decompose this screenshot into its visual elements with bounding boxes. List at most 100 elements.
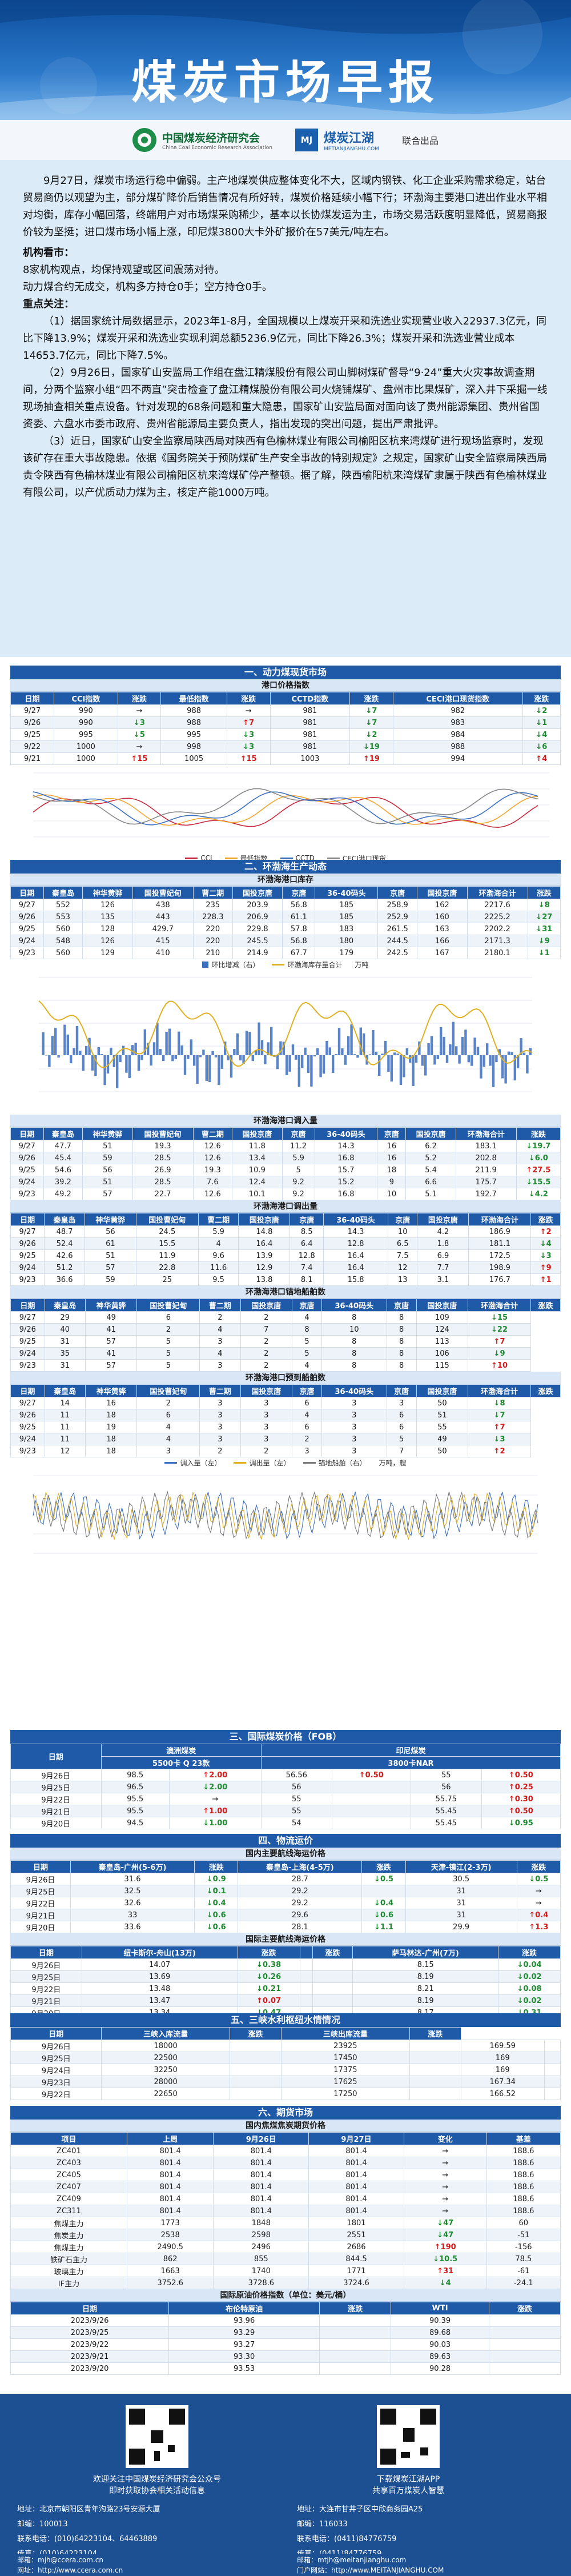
table-cell: 4 <box>292 1311 322 1324</box>
change-bar <box>79 1051 82 1055</box>
table-cell <box>229 2088 282 2100</box>
table-cell: 16.4 <box>323 1249 388 1262</box>
table-cell: 3728.6 <box>213 2277 309 2289</box>
table-cell: 801.4 <box>213 2157 309 2169</box>
table-cell: 245.5 <box>232 935 283 947</box>
change-bar <box>51 1036 54 1055</box>
table-cell: 981 <box>270 728 351 741</box>
column-header: 涨跌 <box>319 2302 392 2315</box>
table-cell: 28.5 <box>132 1152 194 1164</box>
table-cell: 9.5 <box>198 1273 239 1286</box>
table-cell: 2598 <box>213 2229 309 2241</box>
change-bar <box>399 1055 403 1085</box>
change-bar <box>297 1055 300 1087</box>
column-header: 涨跌 <box>409 2027 461 2040</box>
table-row: 铁矿石主力 862 855 844.5 ↓10.5 78.5 <box>10 2253 561 2265</box>
table-cell: 9月22日 <box>10 2088 102 2100</box>
table-cell: ↑2 <box>530 1225 561 1238</box>
table-cell: 115 <box>416 1359 469 1372</box>
table-cell: 9/26 <box>10 716 55 729</box>
change-bar <box>504 1055 507 1084</box>
table-cell: 36.6 <box>44 1273 85 1286</box>
column-header: 日期 <box>10 1127 44 1140</box>
table-row: 9/23 12 18 3 2 2 3 3 7 50 ↑2 <box>10 1445 561 1457</box>
table-row: 9月25日 32.5 ↓0.1 29.2 31 → <box>10 1885 561 1897</box>
table-cell: 6 <box>136 1311 200 1324</box>
table-cell: 57 <box>85 1335 138 1348</box>
table-cell: 163 <box>417 923 468 935</box>
change-bar <box>458 1055 461 1064</box>
table-cell <box>299 1994 313 2007</box>
table-cell: 801.4 <box>126 2157 214 2169</box>
table-cell: 9/26 <box>10 1323 45 1336</box>
change-bar <box>520 1038 522 1055</box>
mtjh-contact: 地址：大连市甘井子区中欣商务园A25 邮编：116033 联系电话：(0411)… <box>297 2479 560 2562</box>
table-row: 9/27 47.7 51 19.3 12.6 11.8 11.2 14.3 16 6.2 183.1… <box>10 1140 561 1152</box>
table-cell: 49 <box>85 1311 138 1324</box>
column-header: 日期 <box>10 886 44 899</box>
column-header: 涨跌 <box>226 692 271 705</box>
table-cell: ↓7 <box>349 704 393 717</box>
table-cell: ↓4 <box>403 2277 487 2289</box>
change-bar <box>260 1040 264 1055</box>
column-header: 日期 <box>10 2302 170 2315</box>
table-cell: → <box>226 704 271 717</box>
chart-unit: 万吨，艘 <box>379 1459 407 1467</box>
table-cell: 5 <box>292 1335 322 1348</box>
table-cell: 1005 <box>160 752 227 765</box>
table-cell: 17625 <box>281 2076 410 2088</box>
incoming-ships-table: 日期 秦皇岛 神华黄骅 国投曹妃甸 曹二期 国投京唐 京唐 36-40码头 京唐 国投京唐 环渤海合… <box>10 1384 561 1457</box>
table-cell: ZC311 <box>10 2205 127 2217</box>
mtjh-website[interactable]: 门户网站：http://www.MEITANJIANGHU.COM <box>297 2566 444 2574</box>
table-cell: 988 <box>160 704 227 717</box>
ccera-website[interactable]: 网址：http://www.ccera.com.cn <box>17 2566 123 2574</box>
summary-section: 9月27日，煤炭市场运行稳中偏弱。主产地煤炭供应整体变化不大，区域内钢铁、化工企… <box>0 160 571 657</box>
table-cell: 188.6 <box>486 2145 561 2157</box>
table-cell: 6 <box>136 1409 200 1421</box>
table-cell: 14.8 <box>238 1225 291 1238</box>
table-cell: 57 <box>85 1359 138 1372</box>
change-bar <box>449 1044 452 1055</box>
column-header: 涨跌 <box>312 1946 353 1959</box>
table-cell: 10.1 <box>232 1188 283 1200</box>
table-cell: 5 <box>136 1359 200 1372</box>
change-bar <box>137 1055 140 1071</box>
change-bar <box>412 1055 415 1086</box>
table-cell: 990 <box>54 716 118 729</box>
table-row: 9/27 552 126 438 235 203.9 56.8 185 258.9 162 2217… <box>10 899 561 911</box>
table-cell: 8.5 <box>289 1225 324 1238</box>
table-cell: 801.4 <box>213 2169 309 2181</box>
column-header: 秦皇岛 <box>43 1127 83 1140</box>
table-cell: ↑0.50 <box>481 1805 561 1817</box>
table-cell: 56.8 <box>282 935 316 947</box>
table-cell: 981 <box>270 740 351 753</box>
change-bar <box>110 1047 112 1055</box>
table-cell: 56.8 <box>282 899 316 911</box>
table-cell: 56.56 <box>260 1769 332 1781</box>
table-cell: ↓3 <box>530 1249 561 1262</box>
table-cell: 169 <box>460 2052 545 2064</box>
table-cell: 2023/9/26 <box>10 2314 170 2327</box>
table-cell: 984 <box>392 728 523 741</box>
table-cell: 9/21 <box>10 752 55 765</box>
table-cell: ↓0.1 <box>194 1885 239 1897</box>
section-subtitle: 港口价格指数 <box>10 679 561 692</box>
table-cell: 2551 <box>308 2229 404 2241</box>
column-header: 涨跌 <box>530 1384 561 1397</box>
table-cell: 78.5 <box>486 2253 561 2265</box>
column-header: 36-40码头 <box>321 1384 387 1397</box>
change-bar <box>205 1055 208 1081</box>
change-bar <box>193 1055 196 1066</box>
table-cell: ↓1 <box>527 947 561 959</box>
table-cell: 560 <box>43 947 83 959</box>
table-cell: ↓0.26 <box>237 1970 300 1983</box>
table-row: 9月22日 32.6 ↓0.4 29.2 ↓0.4 31 → <box>10 1897 561 1909</box>
table-cell: 801.4 <box>308 2169 404 2181</box>
table-cell: 9月22日 <box>10 1793 102 1805</box>
table-cell: 214.9 <box>232 947 283 959</box>
table-cell: 113 <box>416 1335 469 1348</box>
table-cell: 9月25日 <box>10 1885 71 1897</box>
table-cell: 93.29 <box>168 2326 320 2339</box>
change-bar <box>100 1053 103 1055</box>
column-header: CCTD指数 <box>270 692 351 705</box>
